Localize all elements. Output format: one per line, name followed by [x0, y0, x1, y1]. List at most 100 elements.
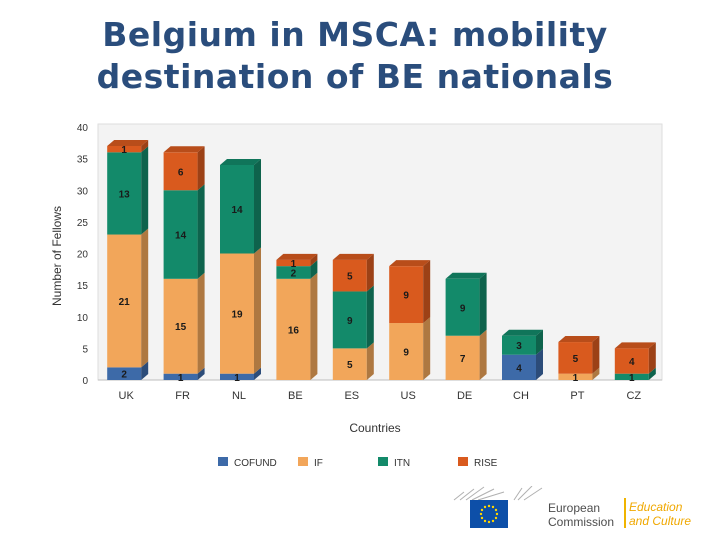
bar-segment	[220, 164, 254, 254]
legend-label: RISE	[474, 458, 498, 469]
legend-swatch	[458, 457, 468, 466]
bar-value-label: 9	[460, 303, 466, 314]
bar-value-label: 3	[516, 341, 522, 352]
bar-value-label: 1	[629, 373, 635, 384]
bar-segment-side	[254, 247, 261, 374]
bar-segment	[389, 266, 424, 324]
bar-segment	[276, 266, 311, 279]
bar-segment-side	[310, 253, 318, 267]
bar-segment	[614, 348, 649, 374]
y-tick-label: 25	[77, 218, 89, 229]
bar-segment-side	[366, 285, 374, 349]
bar-segment	[558, 373, 593, 380]
bar-segment	[163, 152, 198, 191]
slide-title: Belgium in MSCA: mobility destination of…	[0, 14, 710, 98]
bar-segment-side	[479, 329, 487, 380]
y-tick-label: 5	[82, 344, 88, 355]
bar-value-label: 4	[629, 357, 635, 368]
bar-value-label: 16	[288, 325, 300, 336]
bar-value-label: 13	[119, 189, 131, 200]
bar-segment	[276, 278, 311, 380]
bar-segment-side	[310, 272, 318, 380]
bar-segment-side	[366, 253, 374, 292]
x-tick-label: DE	[457, 390, 472, 402]
y-tick-label: 20	[77, 250, 89, 261]
bar-segment-side	[592, 336, 600, 374]
bar-segment	[614, 373, 649, 380]
bar-top-face	[558, 336, 600, 343]
legend-label: ITN	[394, 458, 410, 469]
x-tick-label: US	[401, 390, 416, 402]
bar-segment	[445, 278, 480, 336]
bar-segment	[332, 348, 367, 380]
bar-segment	[107, 145, 142, 153]
bar-segment-side	[423, 260, 431, 324]
bar-segment-side	[310, 260, 318, 279]
bar-segment	[107, 367, 142, 380]
building-lines-icon	[453, 486, 543, 501]
bar-segment-side	[366, 342, 374, 380]
bar-segment	[163, 190, 198, 279]
bar-value-label: 1	[234, 373, 240, 384]
bar-value-label: 2	[121, 370, 127, 381]
bar-segment-side	[197, 367, 205, 380]
bar-value-label: 1	[121, 145, 127, 156]
chart-bars	[107, 139, 656, 380]
y-tick-label: 10	[77, 313, 89, 324]
y-tick-label: 30	[77, 186, 89, 197]
bar-segment-side	[423, 317, 431, 380]
bar-segment	[163, 373, 198, 380]
bar-segment	[107, 234, 142, 368]
bar-value-label: 4	[516, 363, 522, 374]
bar-value-label: 15	[175, 322, 187, 333]
x-tick-label: CH	[513, 390, 529, 402]
y-tick-label: 35	[77, 155, 89, 166]
y-axis-label: Number of Fellows	[50, 206, 64, 306]
bar-top-face	[389, 260, 431, 267]
eu-flag-icon	[470, 500, 508, 528]
bar-top-face	[220, 158, 261, 165]
bar-segment-side	[479, 272, 487, 336]
bar-value-label: 9	[347, 316, 353, 327]
dg-name: Education and Culture	[629, 500, 691, 528]
bar-top-face	[502, 329, 543, 336]
bar-value-label: 6	[178, 167, 184, 178]
y-tick-label: 40	[77, 123, 89, 134]
bar-segment	[220, 253, 254, 374]
bar-segment-side	[254, 158, 261, 254]
x-axis-label: Countries	[349, 421, 400, 435]
bar-top-face	[445, 272, 487, 279]
bar-value-label: 1	[291, 259, 297, 270]
bar-value-label: 2	[291, 268, 297, 279]
bar-segment-side	[197, 184, 205, 279]
x-tick-label: NL	[232, 390, 246, 402]
bar-value-label: 7	[460, 354, 466, 365]
bar-value-label: 21	[119, 297, 131, 308]
ec-line-2: Commission	[548, 515, 615, 529]
bar-segment	[445, 335, 480, 380]
y-tick-label: 0	[82, 376, 88, 387]
bar-segment-side	[141, 146, 149, 235]
x-tick-label: PT	[570, 390, 584, 402]
stacked-bar-chart: 0 5 10 15 20 25 30 35 40 Number of Fellows Countri…	[50, 123, 663, 469]
x-tick-label: ES	[344, 390, 359, 402]
bar-value-label: 14	[175, 231, 187, 242]
bar-value-label: 9	[403, 348, 409, 359]
bar-segment	[558, 342, 593, 374]
bar-segment	[502, 354, 536, 380]
bar-segment-side	[197, 146, 205, 191]
bar-segment-side	[254, 367, 261, 380]
legend-swatch	[298, 457, 308, 466]
bar-segment-side	[141, 361, 149, 380]
european-commission-logo: European Commission Education and Cultur…	[452, 486, 714, 532]
bar-top-face	[163, 146, 205, 153]
bar-segment	[163, 278, 198, 374]
bar-top-face	[107, 139, 149, 146]
logo-divider	[624, 498, 626, 528]
bar-value-label: 19	[231, 310, 243, 321]
ec-line-1: European	[548, 501, 601, 515]
bar-segment	[332, 259, 367, 292]
x-tick-label: UK	[119, 390, 135, 402]
legend-swatch	[378, 457, 388, 466]
x-tick-label: BE	[288, 390, 303, 402]
